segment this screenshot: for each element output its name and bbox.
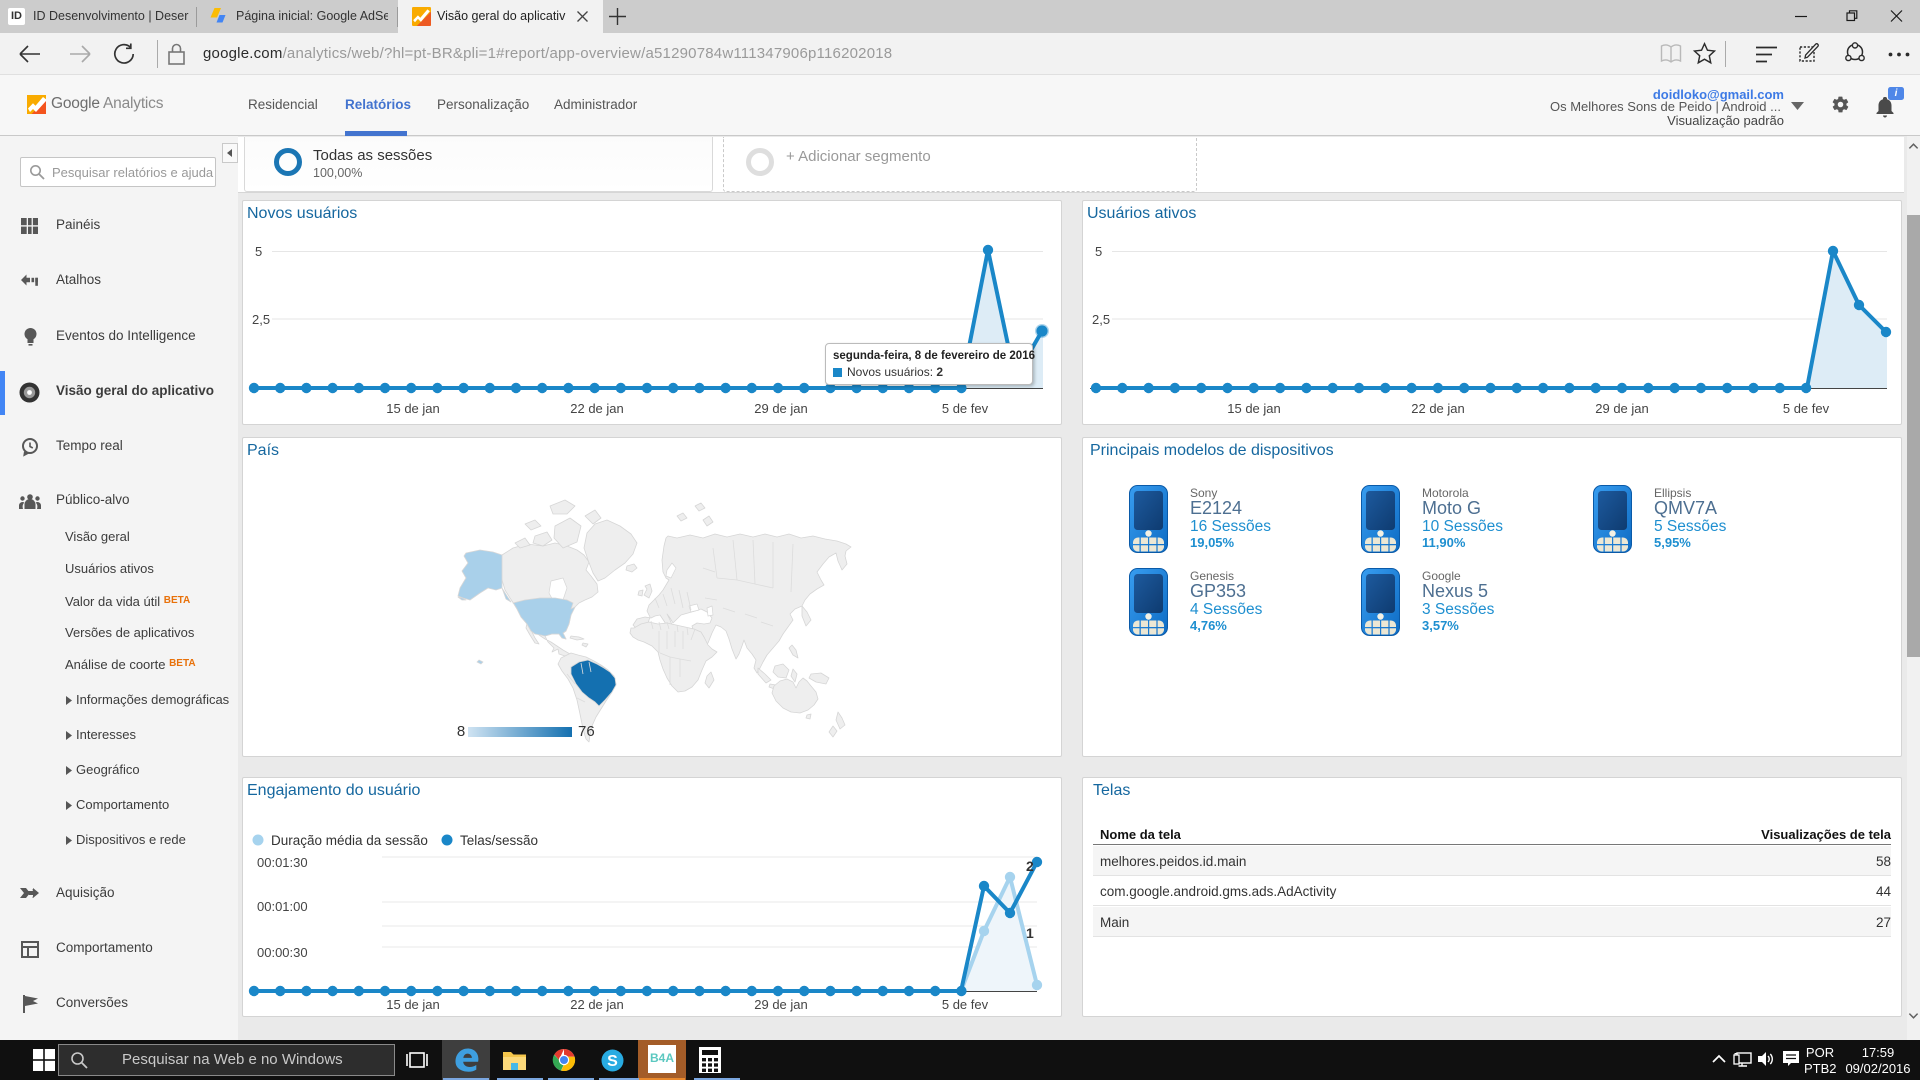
svg-text:29 de jan: 29 de jan xyxy=(754,997,808,1012)
svg-text:Duração média da sessão: Duração média da sessão xyxy=(271,833,428,848)
svg-text:22 de jan: 22 de jan xyxy=(570,401,624,416)
svg-text:Telas/sessão: Telas/sessão xyxy=(460,833,538,848)
svg-text:1: 1 xyxy=(1026,925,1034,941)
svg-text:5 de fev: 5 de fev xyxy=(942,997,989,1012)
svg-text:00:01:30: 00:01:30 xyxy=(257,855,308,870)
svg-text:15 de jan: 15 de jan xyxy=(386,997,440,1012)
svg-text:22 de jan: 22 de jan xyxy=(570,997,624,1012)
svg-text:00:00:30: 00:00:30 xyxy=(257,945,308,960)
svg-text:8: 8 xyxy=(457,723,465,740)
svg-text:2,5: 2,5 xyxy=(252,312,270,327)
svg-text:00:01:00: 00:01:00 xyxy=(257,899,308,914)
svg-text:5: 5 xyxy=(255,244,262,259)
svg-text:S: S xyxy=(607,1053,618,1070)
svg-text:15 de jan: 15 de jan xyxy=(1227,401,1281,416)
svg-text:5 de fev: 5 de fev xyxy=(942,401,989,416)
svg-text:2,5: 2,5 xyxy=(1092,312,1110,327)
svg-text:29 de jan: 29 de jan xyxy=(754,401,808,416)
svg-text:15 de jan: 15 de jan xyxy=(386,401,440,416)
svg-text:5: 5 xyxy=(1095,244,1102,259)
svg-text:2: 2 xyxy=(1026,858,1034,874)
svg-text:5 de fev: 5 de fev xyxy=(1783,401,1830,416)
svg-text:76: 76 xyxy=(578,723,595,740)
svg-text:29 de jan: 29 de jan xyxy=(1595,401,1649,416)
svg-text:22 de jan: 22 de jan xyxy=(1411,401,1465,416)
